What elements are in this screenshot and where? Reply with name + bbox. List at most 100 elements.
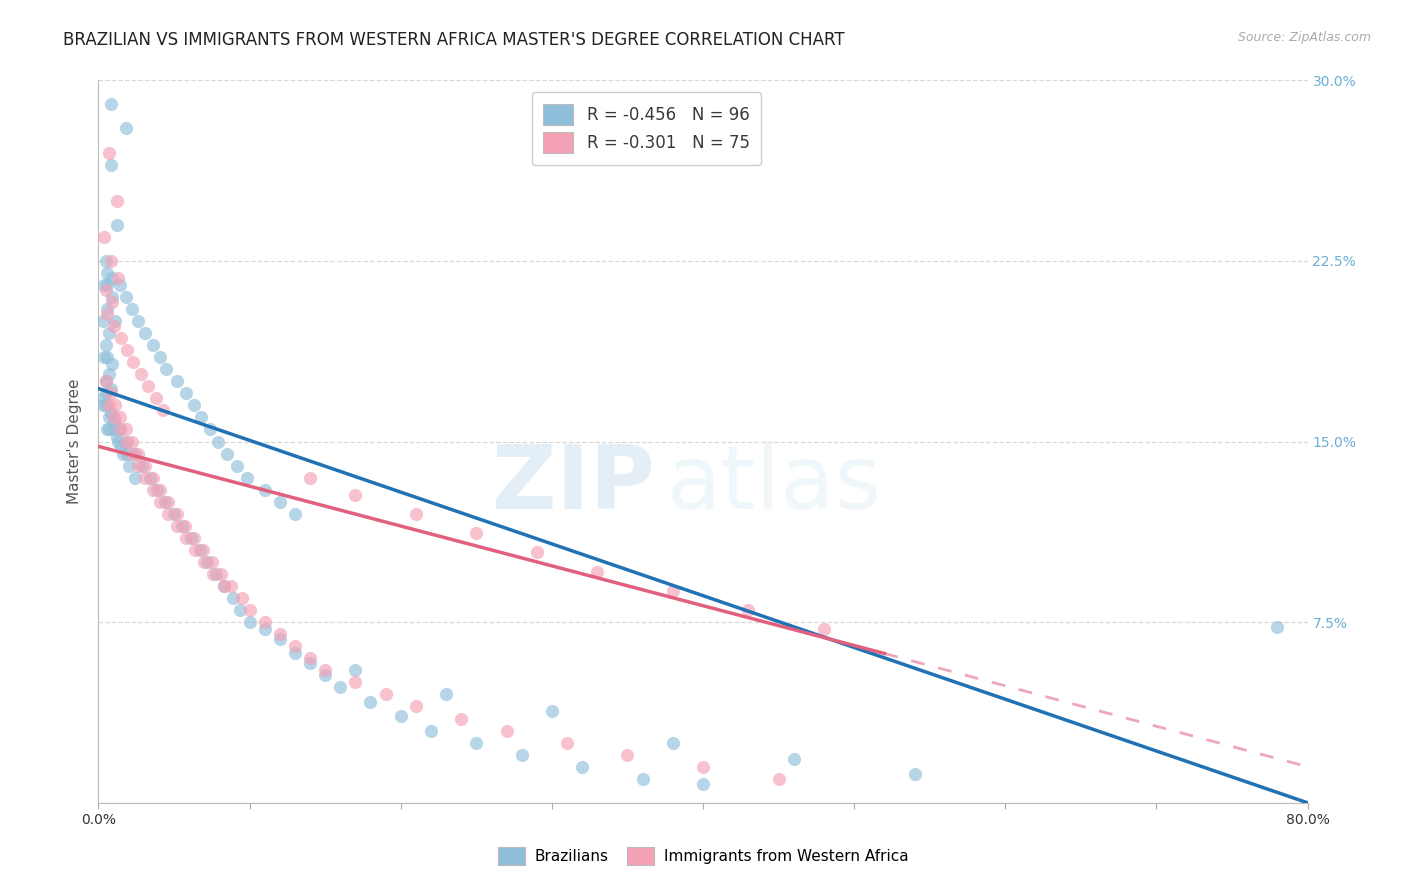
Y-axis label: Master's Degree: Master's Degree — [67, 379, 83, 504]
Point — [103, 410, 125, 425]
Point — [692, 776, 714, 790]
Point — [104, 398, 127, 412]
Point — [110, 439, 132, 453]
Point — [146, 483, 169, 497]
Point — [156, 494, 179, 508]
Point — [111, 446, 134, 460]
Point — [813, 623, 835, 637]
Point — [100, 386, 122, 401]
Point — [510, 747, 533, 762]
Point — [152, 403, 174, 417]
Point — [145, 391, 167, 405]
Point — [98, 145, 121, 160]
Point — [114, 121, 136, 136]
Point — [96, 301, 118, 317]
Point — [127, 314, 149, 328]
Point — [94, 283, 117, 297]
Point — [121, 446, 143, 460]
Point — [374, 687, 396, 701]
Text: ZIP: ZIP — [492, 442, 655, 528]
Point — [174, 386, 197, 401]
Point — [184, 542, 207, 557]
Point — [105, 430, 128, 444]
Point — [98, 326, 121, 340]
Point — [314, 668, 336, 682]
Point — [124, 470, 146, 484]
Point — [94, 338, 117, 352]
Point — [93, 230, 115, 244]
Point — [103, 415, 125, 429]
Point — [101, 358, 124, 372]
Point — [661, 583, 683, 598]
Point — [768, 772, 790, 786]
Point — [253, 615, 276, 630]
Point — [105, 194, 128, 208]
Point — [100, 97, 122, 112]
Point — [96, 422, 118, 436]
Point — [180, 531, 202, 545]
Point — [108, 410, 131, 425]
Point — [173, 518, 195, 533]
Point — [142, 470, 165, 484]
Point — [121, 301, 143, 317]
Point — [91, 391, 114, 405]
Point — [420, 723, 443, 738]
Point — [314, 664, 336, 678]
Point — [114, 422, 136, 436]
Point — [96, 350, 118, 364]
Point — [284, 639, 307, 653]
Point — [114, 434, 136, 449]
Point — [103, 422, 125, 436]
Point — [450, 712, 472, 726]
Point — [100, 406, 122, 420]
Point — [156, 507, 179, 521]
Legend: Brazilians, Immigrants from Western Africa: Brazilians, Immigrants from Western Afri… — [492, 841, 914, 871]
Text: BRAZILIAN VS IMMIGRANTS FROM WESTERN AFRICA MASTER'S DEGREE CORRELATION CHART: BRAZILIAN VS IMMIGRANTS FROM WESTERN AFR… — [63, 31, 845, 49]
Point — [98, 398, 121, 412]
Point — [100, 382, 122, 396]
Point — [188, 542, 211, 557]
Point — [166, 507, 188, 521]
Point — [495, 723, 517, 738]
Legend: R = -0.456   N = 96, R = -0.301   N = 75: R = -0.456 N = 96, R = -0.301 N = 75 — [531, 92, 761, 165]
Point — [737, 603, 759, 617]
Point — [284, 647, 307, 661]
Point — [115, 434, 138, 449]
Point — [229, 603, 252, 617]
Point — [526, 545, 548, 559]
Point — [183, 398, 205, 412]
Point — [129, 367, 152, 381]
Point — [96, 277, 118, 292]
Point — [329, 680, 352, 694]
Point — [94, 386, 117, 401]
Point — [127, 458, 149, 473]
Point — [231, 591, 253, 605]
Point — [434, 687, 457, 701]
Point — [571, 760, 593, 774]
Point — [661, 735, 683, 749]
Point — [190, 410, 212, 425]
Point — [389, 709, 412, 723]
Point — [94, 253, 117, 268]
Point — [344, 675, 367, 690]
Point — [183, 531, 205, 545]
Point — [118, 458, 141, 473]
Point — [98, 422, 121, 436]
Point — [405, 699, 427, 714]
Point — [465, 526, 488, 541]
Point — [193, 555, 215, 569]
Point — [108, 422, 131, 436]
Point — [136, 379, 159, 393]
Point — [555, 735, 578, 749]
Point — [149, 350, 172, 364]
Point — [205, 567, 228, 582]
Point — [149, 483, 172, 497]
Point — [405, 507, 427, 521]
Point — [93, 350, 115, 364]
Point — [212, 579, 235, 593]
Point — [166, 374, 188, 388]
Point — [209, 567, 232, 582]
Point — [101, 270, 124, 285]
Point — [207, 434, 229, 449]
Point — [195, 555, 218, 569]
